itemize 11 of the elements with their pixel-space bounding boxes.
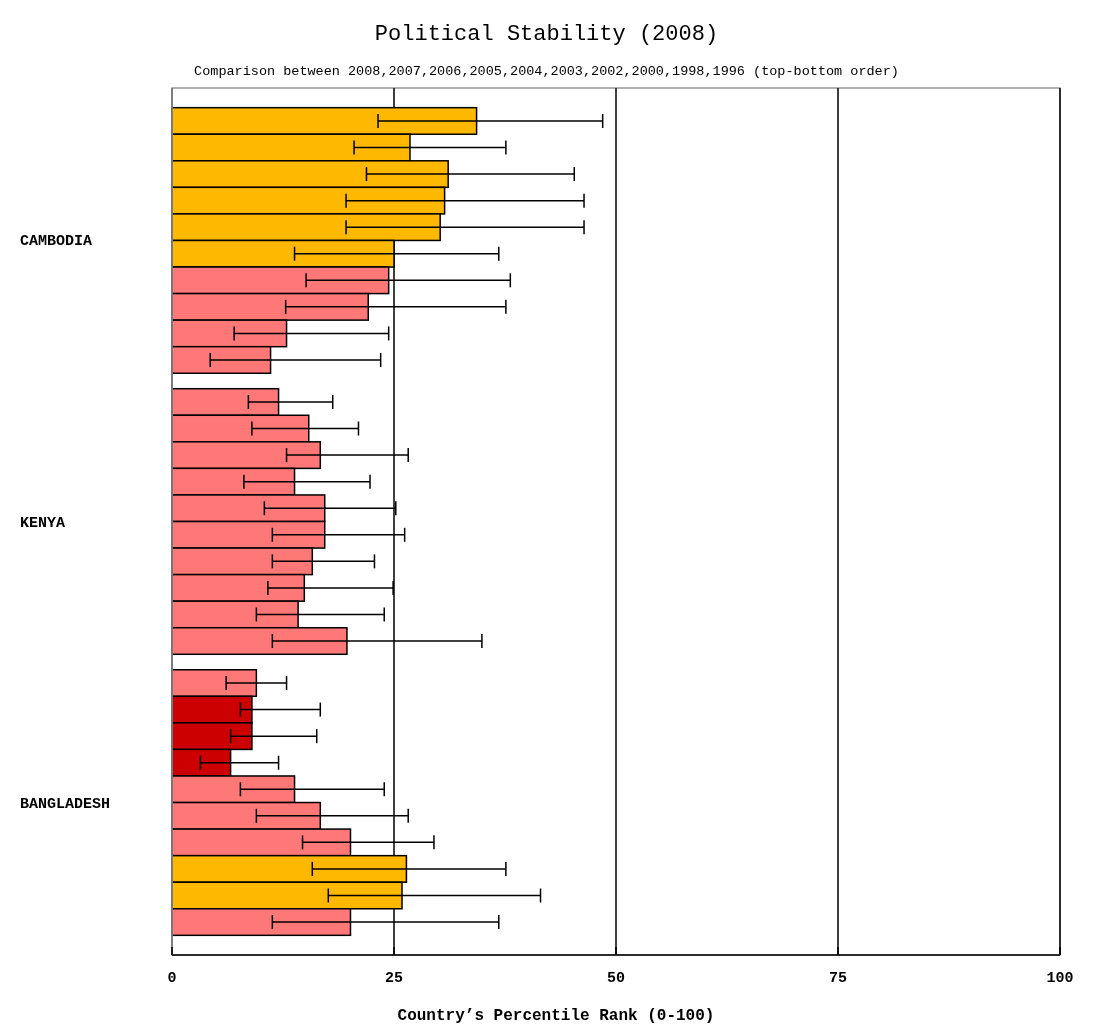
x-tick-label: 50 [606,970,626,987]
x-tick-label: 25 [384,970,404,987]
x-tick-label: 75 [828,970,848,987]
chart-title: Political Stability (2008) [374,22,719,47]
y-tick-label: KENYA [20,514,66,532]
x-tick-label: 0 [167,970,177,987]
y-tick-label: BANGLADESH [20,795,111,813]
x-axis-title: Country’s Percentile Rank (0-100) [397,1007,715,1025]
chart-subtitle: Comparison between 2008,2007,2006,2005,2004,2003,2002,2000,1998,1996 (top-bottom order) [194,64,899,79]
y-tick-label: CAMBODIA [20,233,93,251]
x-tick-label: 100 [1046,970,1074,987]
